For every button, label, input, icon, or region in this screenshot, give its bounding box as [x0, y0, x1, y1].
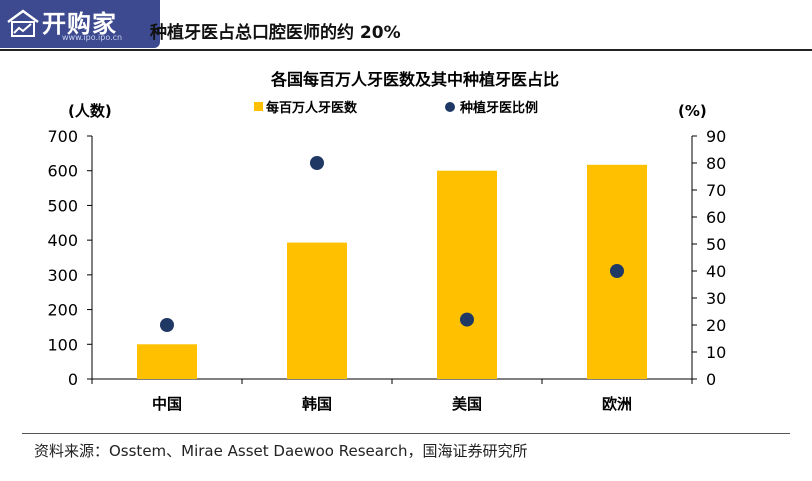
combo-chart: 各国每百万人牙医数及其中种植牙医占比 (人数) (%) 每百万人牙医数 种植牙医…: [47, 70, 726, 413]
source-divider: [22, 433, 790, 434]
left-tick-label: 400: [47, 231, 78, 250]
right-tick-label: 20: [706, 316, 726, 335]
scatter-point: [610, 264, 624, 278]
legend-dot-label: 种植牙医比例: [459, 100, 538, 116]
house-chart-icon: [7, 9, 39, 37]
left-tick-label: 200: [47, 301, 78, 320]
right-tick-label: 0: [706, 370, 716, 389]
right-tick-label: 60: [706, 208, 726, 227]
right-tick-label: 70: [706, 181, 726, 200]
bar: [287, 242, 347, 379]
right-axis-label: (%): [678, 102, 707, 120]
legend-bar-label: 每百万人牙医数: [266, 100, 358, 116]
plot-area: 0 100 200 300 400 500 600 700 0 10 20 30 40 50 60 70 80 9…: [47, 127, 726, 413]
left-axis-label: (人数): [68, 102, 112, 120]
x-tick-label: 美国: [452, 395, 482, 413]
left-tick-label: 300: [47, 266, 78, 285]
document-title: 种植牙医占总口腔医师的约 20%: [150, 23, 401, 43]
left-tick-label: 100: [47, 335, 78, 354]
watermark-url: www.ipo.ipo.cn: [62, 33, 123, 42]
scatter-point: [160, 318, 174, 332]
right-tick-label: 30: [706, 289, 726, 308]
watermark-brand: 开购家: [42, 10, 117, 38]
title-divider: [0, 49, 812, 51]
legend-bar-swatch: [254, 102, 263, 111]
scatter-point: [460, 312, 474, 327]
x-tick-label: 韩国: [302, 395, 332, 413]
left-tick-label: 0: [68, 370, 78, 389]
chart-title: 各国每百万人牙医数及其中种植牙医占比: [270, 70, 559, 89]
x-tick-label: 中国: [152, 395, 182, 413]
right-tick-label: 40: [706, 262, 726, 281]
left-tick-label: 600: [47, 162, 78, 181]
left-tick-label: 500: [47, 196, 78, 215]
source-note: 资料来源：Osstem、Mirae Asset Daewoo Research，…: [34, 442, 528, 460]
scatter-point: [310, 156, 324, 170]
right-tick-label: 80: [706, 154, 726, 173]
legend: 每百万人牙医数 种植牙医比例: [254, 100, 538, 116]
right-tick-label: 50: [706, 235, 726, 254]
bar: [137, 344, 197, 379]
left-tick-label: 700: [47, 127, 78, 146]
legend-dot-swatch: [445, 102, 455, 112]
bar: [437, 170, 497, 379]
x-tick-label: 欧洲: [602, 395, 632, 413]
right-tick-label: 90: [706, 127, 726, 146]
right-tick-label: 10: [706, 343, 726, 362]
watermark-logo: 开购家 www.ipo.ipo.cn: [0, 0, 160, 48]
